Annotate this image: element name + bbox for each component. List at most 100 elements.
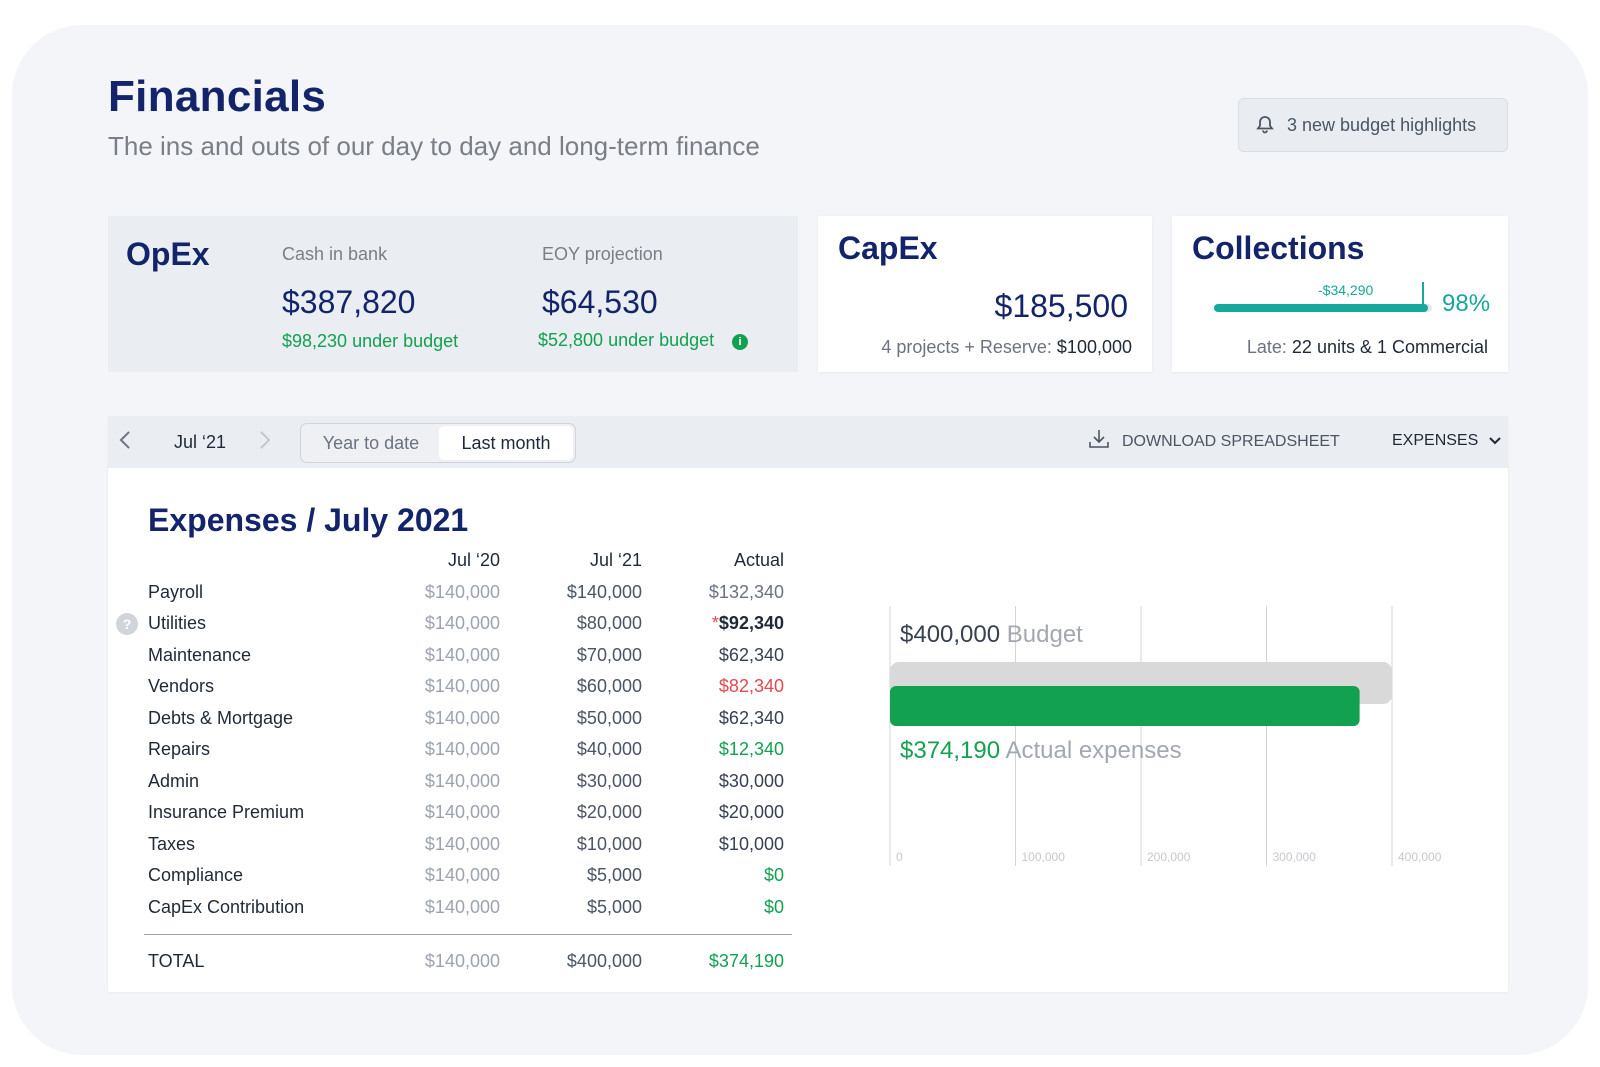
capex-note-prefix: 4 projects + Reserve: bbox=[881, 337, 1057, 357]
table-row: ? Utilities $140,000 $80,000 *$92,340 bbox=[116, 609, 794, 641]
row-actual-value: $0 bbox=[763, 896, 784, 917]
table-divider bbox=[144, 934, 792, 935]
row-actual-value: $20,000 bbox=[718, 802, 784, 822]
row-prev: $140,000 bbox=[424, 833, 500, 854]
tick-label: 100,000 bbox=[1022, 850, 1066, 864]
budget-vs-actual-chart: 0 100,000 200,000 300,000 400,000 $400,000 Bu… bbox=[889, 606, 1442, 866]
row-prev: $140,000 bbox=[424, 770, 500, 791]
table-total-row: TOTAL $140,000 $400,000 $374,190 bbox=[144, 947, 794, 979]
cash-in-bank-value: $387,820 bbox=[282, 284, 416, 320]
table-row: Repairs $140,000 $40,000 $12,340 bbox=[144, 735, 794, 767]
table-row: Compliance $140,000 $5,000 $0 bbox=[144, 861, 794, 893]
row-name: Payroll bbox=[148, 581, 204, 602]
table-row: Payroll $140,000 $140,000 $132,340 bbox=[144, 578, 794, 610]
period-label: Jul ‘21 bbox=[174, 432, 227, 452]
row-actual: $62,340 bbox=[719, 708, 784, 729]
row-curr: $80,000 bbox=[576, 613, 642, 633]
page-title: Financials bbox=[108, 72, 327, 121]
row-actual: $20,000 bbox=[719, 802, 784, 823]
row-prev: $140,000 bbox=[424, 739, 500, 759]
row-actual: $30,000 bbox=[719, 771, 784, 792]
actual-label: $374,190 Actual expenses bbox=[900, 737, 1182, 764]
cash-in-bank-note: $98,230 under budget bbox=[282, 331, 459, 351]
budget-highlights-button[interactable]: 3 new budget highlights bbox=[1238, 98, 1508, 152]
column-header-actual: Actual bbox=[733, 550, 784, 570]
capex-note: 4 projects + Reserve: $100,000 bbox=[881, 337, 1132, 358]
row-name: Admin bbox=[148, 770, 200, 791]
capex-value: $185,500 bbox=[994, 288, 1128, 324]
warning-flag: * bbox=[711, 613, 719, 633]
collections-title: Collections bbox=[1192, 230, 1365, 266]
total-label: TOTAL bbox=[148, 951, 205, 971]
budget-highlights-label: 3 new budget highlights bbox=[1287, 114, 1477, 135]
bell-icon bbox=[1256, 116, 1274, 134]
column-header-prev: Jul ‘20 bbox=[447, 550, 500, 570]
row-name: Debts & Mortgage bbox=[148, 707, 294, 728]
row-curr: $70,000 bbox=[576, 644, 642, 665]
table-row: Taxes $140,000 $10,000 $10,000 bbox=[144, 830, 794, 862]
row-actual: $82,340 bbox=[719, 676, 784, 697]
table-row: Vendors $140,000 $60,000 $82,340 bbox=[144, 672, 794, 704]
row-curr: $60,000 bbox=[576, 676, 642, 696]
download-icon bbox=[1089, 430, 1109, 448]
row-curr: $5,000 bbox=[586, 896, 642, 917]
row-name: Repairs bbox=[148, 739, 211, 759]
cash-in-bank-label: Cash in bank bbox=[282, 244, 388, 264]
row-actual: $62,340 bbox=[719, 645, 784, 666]
row-curr: $30,000 bbox=[576, 770, 642, 791]
actual-bar bbox=[890, 686, 1360, 726]
row-name: Compliance bbox=[148, 865, 244, 885]
expenses-dropdown[interactable]: EXPENSES bbox=[1392, 432, 1502, 450]
row-actual: $10,000 bbox=[719, 834, 784, 855]
download-spreadsheet-button[interactable]: DOWNLOAD SPREADSHEET bbox=[1088, 430, 1340, 452]
collections-progress-track bbox=[1214, 304, 1432, 312]
row-actual: $132,340 bbox=[709, 582, 784, 603]
opex-card: OpEx Cash in bank $387,820 $98,230 under… bbox=[108, 216, 798, 372]
row-actual-value: $82,340 bbox=[718, 676, 784, 696]
row-actual: $0 bbox=[764, 897, 784, 918]
row-actual-value: $62,340 bbox=[718, 707, 784, 728]
row-actual: *$92,340 bbox=[712, 613, 784, 634]
chevron-left-icon[interactable] bbox=[118, 429, 132, 457]
collections-target-marker bbox=[1422, 282, 1424, 312]
eoy-projection-label: EOY projection bbox=[542, 244, 663, 264]
row-actual-value: $10,000 bbox=[718, 833, 784, 854]
row-curr: $140,000 bbox=[566, 581, 642, 602]
row-actual-value: $132,340 bbox=[708, 581, 784, 602]
tab-year-to-date[interactable]: Year to date bbox=[322, 433, 420, 453]
table-row: Insurance Premium $140,000 $20,000 $20,000 bbox=[144, 798, 794, 830]
row-prev: $140,000 bbox=[424, 581, 500, 602]
row-actual-value: $0 bbox=[763, 865, 784, 885]
row-prev: $140,000 bbox=[424, 896, 500, 917]
row-curr: $20,000 bbox=[576, 802, 642, 822]
capex-title: CapEx bbox=[838, 230, 938, 266]
chevron-right-icon[interactable] bbox=[258, 429, 272, 457]
expenses-table: Jul ‘20 Jul ‘21 Actual Payroll $140,000 $1… bbox=[116, 546, 794, 979]
expenses-title: Expenses / July 2021 bbox=[148, 502, 469, 538]
help-icon[interactable]: ? bbox=[116, 613, 138, 635]
tab-last-month[interactable]: Last month bbox=[439, 426, 573, 460]
total-actual: $374,190 bbox=[708, 951, 784, 971]
row-prev: $140,000 bbox=[424, 707, 500, 728]
collections-progress-fill bbox=[1214, 304, 1428, 312]
row-actual: $12,340 bbox=[719, 739, 784, 760]
info-icon[interactable]: i bbox=[732, 334, 748, 350]
expenses-dropdown-label: EXPENSES bbox=[1392, 432, 1479, 449]
budget-label: $400,000 Budget bbox=[900, 621, 1083, 648]
row-name: Insurance Premium bbox=[148, 802, 305, 822]
row-curr: $10,000 bbox=[576, 833, 642, 854]
chevron-down-icon bbox=[1489, 437, 1501, 445]
row-name: Utilities bbox=[148, 613, 207, 633]
row-name: Maintenance bbox=[148, 644, 252, 665]
expenses-panel: Jul ‘21 Year to date Last month DOWNLOAD… bbox=[108, 416, 1508, 992]
download-spreadsheet-label: DOWNLOAD SPREADSHEET bbox=[1122, 433, 1340, 450]
capex-reserve-value: $100,000 bbox=[1056, 337, 1132, 357]
row-prev: $140,000 bbox=[424, 613, 500, 633]
collections-late-value: 22 units & 1 Commercial bbox=[1291, 337, 1488, 357]
row-actual-value: $92,340 bbox=[718, 613, 784, 633]
collections-card: Collections -$34,290 98% Late: 22 units … bbox=[1172, 216, 1508, 372]
row-name: Vendors bbox=[148, 676, 215, 696]
table-row: Admin $140,000 $30,000 $30,000 bbox=[144, 767, 794, 799]
table-row: CapEx Contribution $140,000 $5,000 $0 bbox=[144, 893, 794, 925]
tick-label: 300,000 bbox=[1273, 850, 1317, 864]
